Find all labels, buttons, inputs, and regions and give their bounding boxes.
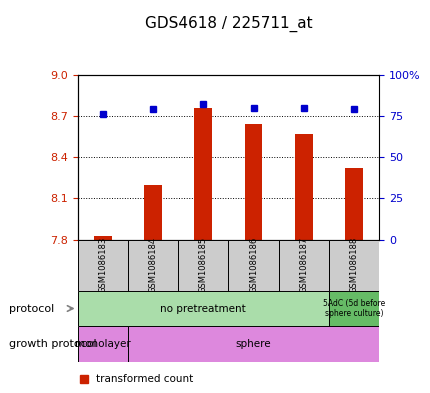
- Text: growth protocol: growth protocol: [9, 339, 96, 349]
- Bar: [94, 235, 111, 240]
- Bar: [344, 168, 362, 240]
- Text: GSM1086188: GSM1086188: [349, 237, 358, 294]
- Text: protocol: protocol: [9, 303, 54, 314]
- FancyBboxPatch shape: [128, 240, 178, 291]
- FancyBboxPatch shape: [128, 326, 378, 362]
- Bar: [244, 124, 262, 240]
- Bar: [194, 108, 212, 240]
- FancyBboxPatch shape: [278, 240, 328, 291]
- Text: monolayer: monolayer: [75, 339, 130, 349]
- FancyBboxPatch shape: [77, 291, 328, 326]
- Text: GDS4618 / 225711_at: GDS4618 / 225711_at: [144, 16, 311, 32]
- FancyBboxPatch shape: [77, 240, 128, 291]
- Bar: [295, 134, 312, 240]
- Text: GSM1086185: GSM1086185: [198, 237, 207, 293]
- Text: 5AdC (5d before
sphere culture): 5AdC (5d before sphere culture): [322, 299, 384, 318]
- FancyBboxPatch shape: [228, 240, 278, 291]
- Text: sphere: sphere: [235, 339, 271, 349]
- FancyBboxPatch shape: [328, 240, 378, 291]
- Text: transformed count: transformed count: [95, 374, 193, 384]
- FancyBboxPatch shape: [328, 291, 378, 326]
- Text: GSM1086187: GSM1086187: [299, 237, 307, 294]
- Text: GSM1086183: GSM1086183: [98, 237, 107, 294]
- Text: no pretreatment: no pretreatment: [160, 303, 246, 314]
- Text: GSM1086184: GSM1086184: [148, 237, 157, 293]
- Bar: [144, 185, 161, 240]
- Text: GSM1086186: GSM1086186: [249, 237, 258, 294]
- FancyBboxPatch shape: [178, 240, 228, 291]
- FancyBboxPatch shape: [77, 326, 128, 362]
